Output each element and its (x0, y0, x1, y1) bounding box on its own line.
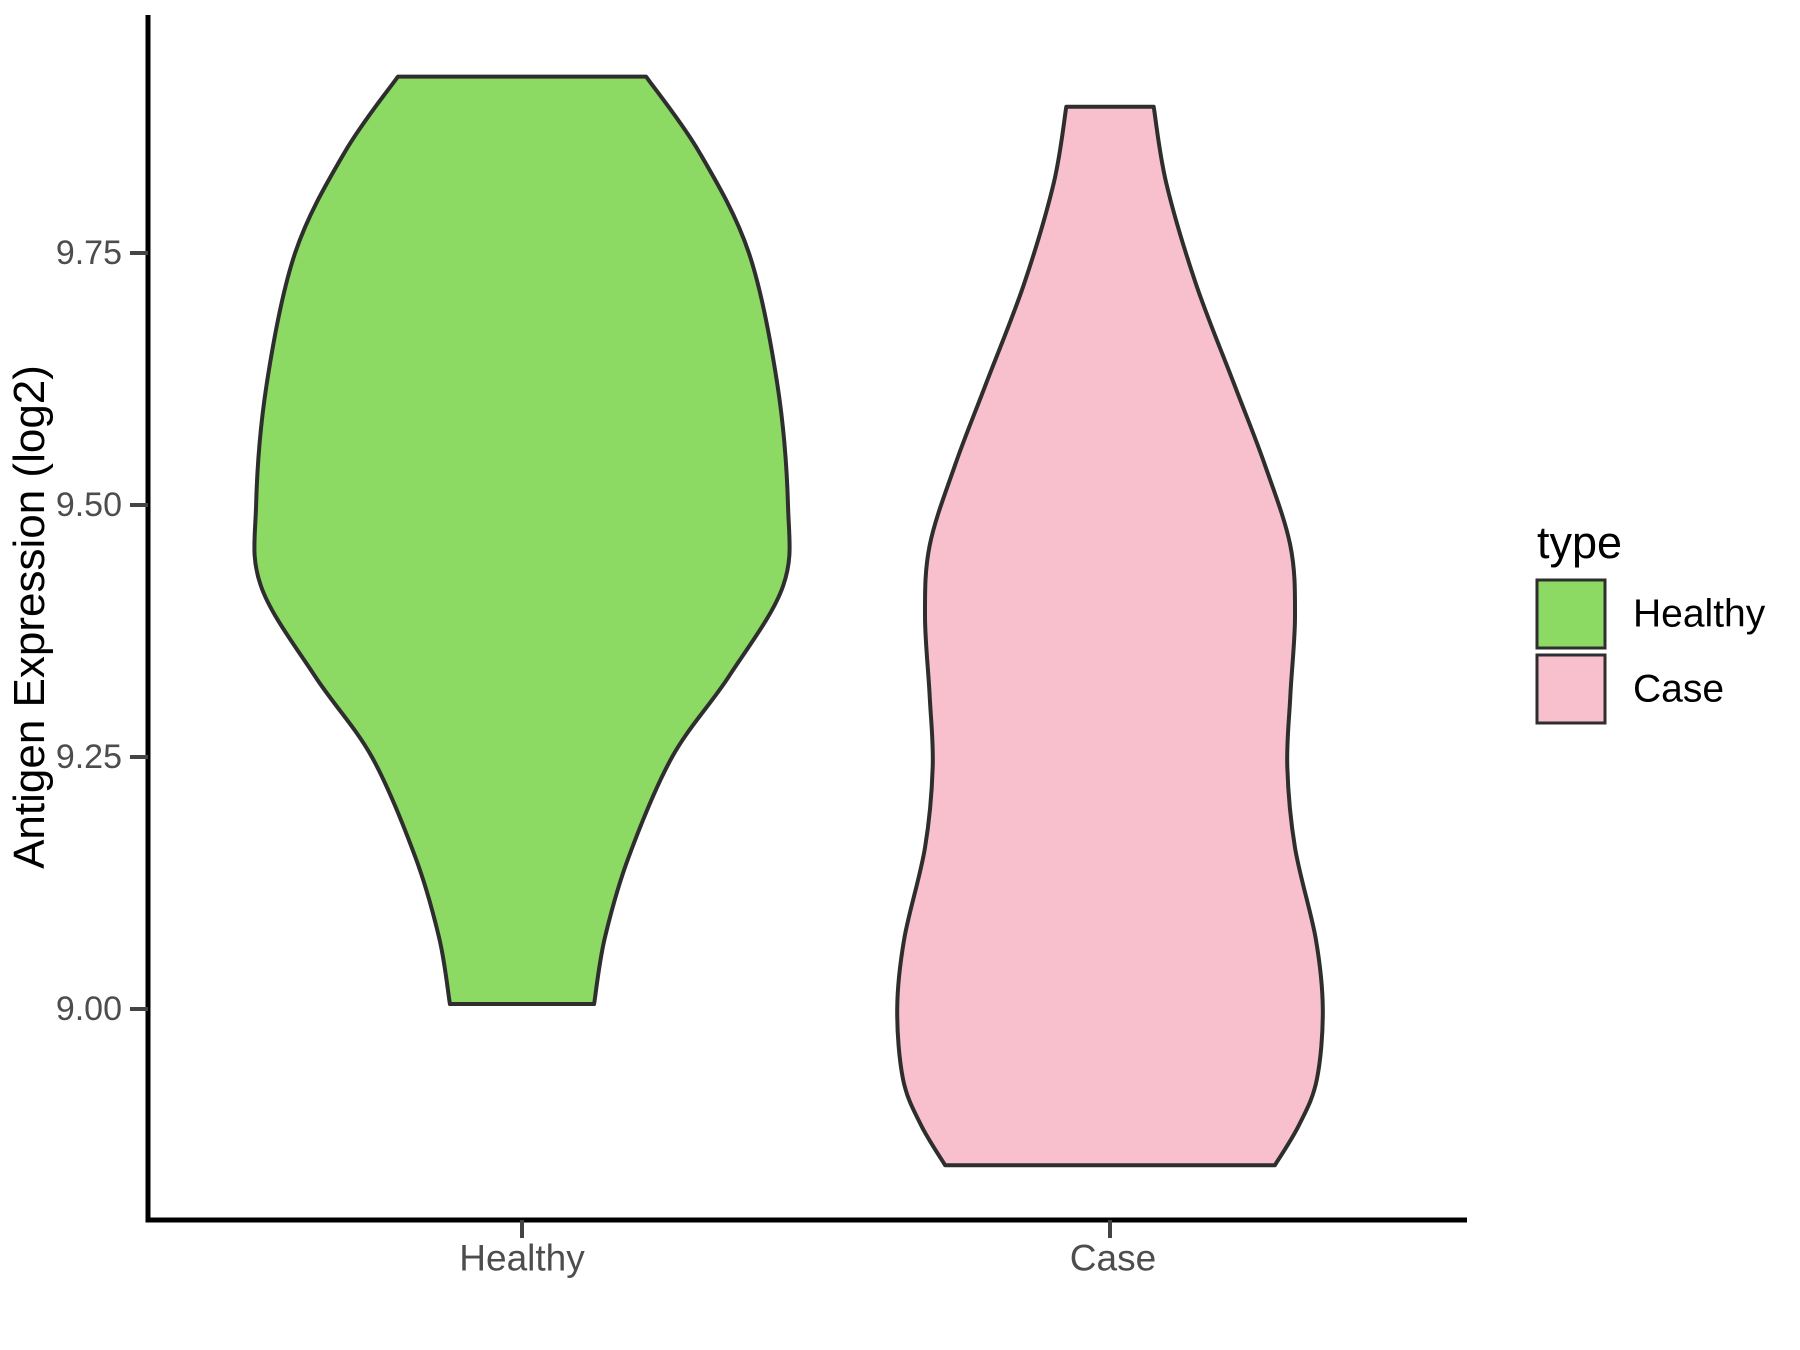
legend-key-case (1535, 653, 1607, 725)
y-tick-label: 9.25 (56, 738, 122, 776)
legend-label-healthy: Healthy (1633, 593, 1766, 636)
y-axis-ticks: 9.75 9.50 9.25 9.00 (56, 234, 148, 1028)
x-axis-ticks (520, 1220, 1112, 1238)
x-tick-label-case: Case (1070, 1238, 1156, 1279)
legend-label-case: Case (1633, 668, 1724, 711)
y-tick-label: 9.00 (56, 990, 122, 1028)
legend-key-healthy (1535, 578, 1607, 650)
y-axis-title: Antigen Expression (log2) (5, 365, 54, 869)
y-tick-label: 9.50 (56, 486, 122, 524)
legend-title: type (1537, 517, 1622, 568)
violin-case (895, 104, 1325, 1168)
x-tick-label-healthy: Healthy (459, 1238, 585, 1279)
violins-layer (252, 74, 1325, 1168)
legend: type Healthy Case (1535, 517, 1766, 725)
y-tick-label: 9.75 (56, 234, 122, 272)
violin-healthy (252, 74, 792, 1006)
